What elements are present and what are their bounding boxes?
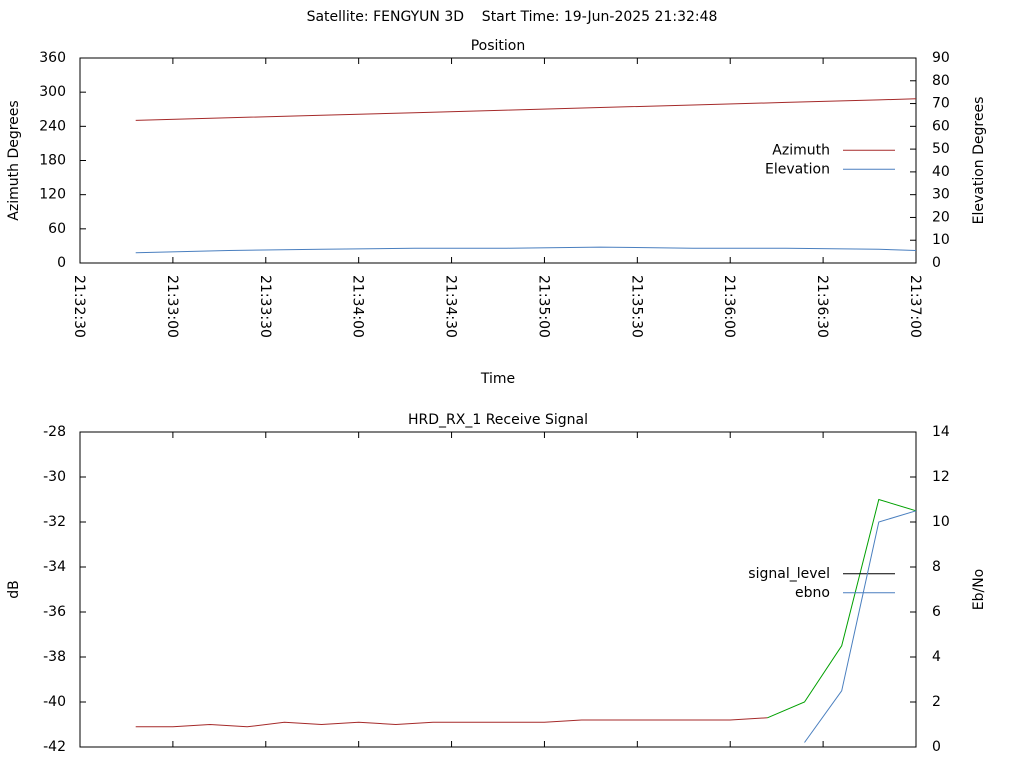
series-line (135, 98, 917, 121)
y2-tick-label: 90 (932, 50, 950, 66)
y2-tick-label: 20 (932, 209, 950, 225)
y-axis-label: Azimuth Degrees (6, 100, 22, 220)
y-axis-label: dB (6, 580, 22, 599)
y2-tick-label: 10 (932, 514, 950, 530)
x-tick-label: 21:35:30 (628, 275, 644, 338)
y2-tick-label: 8 (932, 559, 941, 575)
y-tick-label: -30 (43, 469, 66, 485)
y-tick-label: 300 (39, 84, 66, 100)
legend-label: signal_level (748, 566, 830, 582)
y-tick-label: -38 (43, 649, 66, 665)
y2-tick-label: 6 (932, 604, 941, 620)
legend-label: Azimuth (772, 142, 830, 158)
x-tick-label: 21:32:30 (71, 275, 87, 338)
y-tick-label: 180 (39, 153, 66, 169)
y2-tick-label: 0 (932, 255, 941, 271)
series-line (804, 510, 917, 743)
y-tick-label: -36 (43, 604, 66, 620)
page-title: Satellite: FENGYUN 3D Start Time: 19-Jun… (307, 9, 718, 25)
chart-title: HRD_RX_1 Receive Signal (408, 412, 588, 428)
series-line (135, 717, 768, 728)
x-tick-label: 21:34:00 (350, 275, 366, 338)
y2-tick-label: 10 (932, 232, 950, 248)
x-axis-label: Time (480, 371, 515, 387)
y2-tick-label: 40 (932, 164, 950, 180)
x-tick-label: 21:35:00 (535, 275, 551, 338)
y2-tick-label: 0 (932, 739, 941, 755)
legend-label: Elevation (765, 161, 830, 177)
y-tick-label: -42 (43, 739, 66, 755)
series-line (135, 246, 917, 254)
y2-tick-label: 30 (932, 187, 950, 203)
x-tick-label: 21:34:30 (443, 275, 459, 338)
y2-tick-label: 12 (932, 469, 950, 485)
chart-title: Position (471, 38, 526, 54)
x-tick-label: 21:37:00 (907, 275, 923, 338)
y2-tick-label: 70 (932, 96, 950, 112)
y2-tick-label: 2 (932, 694, 941, 710)
x-tick-label: 21:33:00 (164, 275, 180, 338)
y-tick-label: 60 (48, 221, 66, 237)
x-tick-label: 21:36:00 (721, 275, 737, 338)
y-tick-label: -40 (43, 694, 66, 710)
y-tick-label: 0 (57, 255, 66, 271)
x-tick-label: 21:36:30 (814, 275, 830, 338)
y2-axis-label: Eb/No (971, 569, 987, 611)
series-line (767, 498, 917, 719)
y2-tick-label: 80 (932, 73, 950, 89)
y2-axis-label: Elevation Degrees (971, 97, 987, 225)
x-tick-label: 21:33:30 (257, 275, 273, 338)
y-tick-label: -34 (43, 559, 66, 575)
y2-tick-label: 4 (932, 649, 941, 665)
y2-tick-label: 50 (932, 141, 950, 157)
y-tick-label: -32 (43, 514, 66, 530)
y-tick-label: 120 (39, 187, 66, 203)
y2-tick-label: 14 (932, 424, 950, 440)
y2-tick-label: 60 (932, 118, 950, 134)
plot-frame (79, 431, 917, 748)
y-tick-label: -28 (43, 424, 66, 440)
legend-label: ebno (795, 585, 830, 601)
y-tick-label: 360 (39, 50, 66, 66)
y-tick-label: 240 (39, 118, 66, 134)
